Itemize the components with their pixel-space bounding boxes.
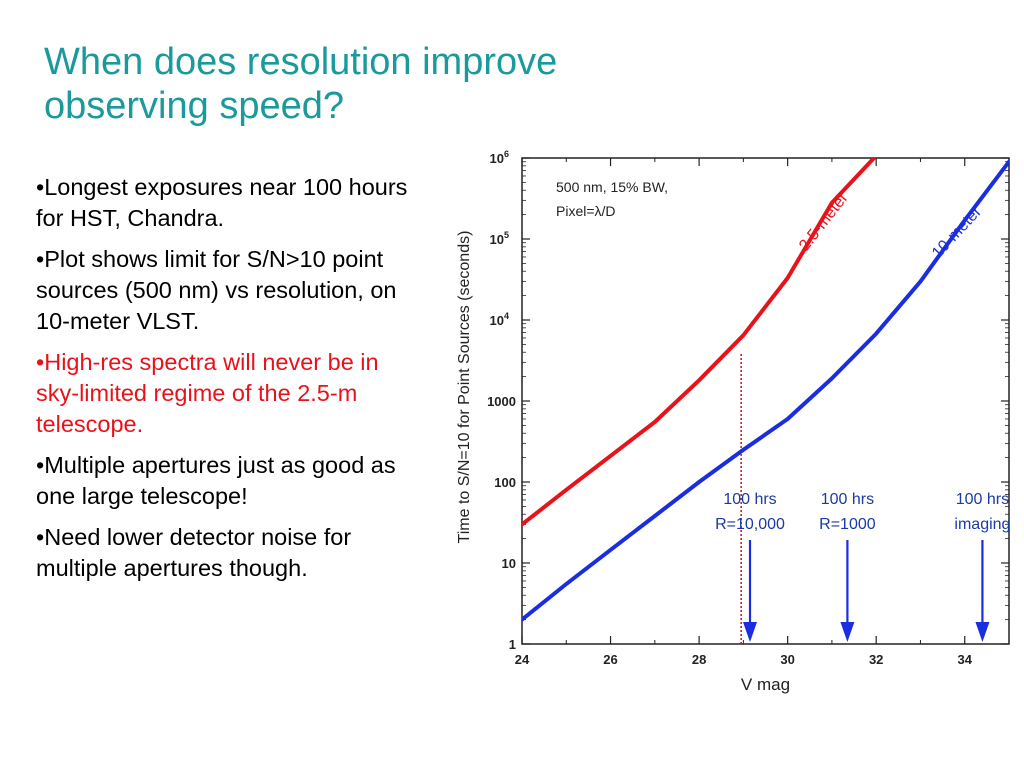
annotation-line-1: 100 hrs — [723, 491, 776, 508]
chart-note-line-1: 500 nm, 15% BW, — [556, 179, 668, 195]
x-tick-label: 34 — [957, 652, 972, 667]
bullet-item: •Need lower detector noise for multiple … — [36, 524, 352, 581]
y-tick-label: 10 — [502, 556, 516, 571]
y-tick-label: 1 — [509, 637, 516, 652]
annotation-arrow-head — [743, 622, 758, 642]
bullet-item: •Multiple apertures just as good as one … — [36, 452, 396, 509]
series-label-0: 2.5-meter — [796, 189, 852, 254]
y-tick-label: 104 — [490, 311, 509, 328]
y-tick-label: 100 — [494, 475, 516, 490]
chart-note-line-2: Pixel=λ/D — [556, 203, 616, 219]
x-tick-label: 32 — [869, 652, 883, 667]
chart-container: 24 26 28 30 32 34 1 10 100 1000 104 105 106 V mag Time… — [440, 148, 1020, 708]
series-line-0 — [522, 158, 876, 527]
annotation-arrow-head — [975, 622, 990, 642]
annotation-line-2: R=1000 — [819, 516, 876, 533]
slide-title-line-2: observing speed? — [44, 85, 344, 127]
series-label-1: 10-meter — [929, 203, 986, 262]
annotation-line-2: R=10,000 — [715, 516, 785, 533]
y-tick-label: 106 — [490, 149, 509, 166]
annotation-line-2: imaging — [954, 516, 1010, 533]
series-line-1 — [522, 159, 1009, 622]
slide-title-line-1: When does resolution improve — [44, 41, 558, 83]
bullet-item: •Plot shows limit for S/N>10 point sourc… — [36, 246, 397, 334]
x-tick-label: 26 — [603, 652, 617, 667]
x-tick-label: 30 — [780, 652, 794, 667]
y-tick-label: 1000 — [487, 394, 516, 409]
bullet-item: •Longest exposures near 100 hours for HS… — [36, 174, 408, 231]
annotation-line-1: 100 hrs — [821, 491, 874, 508]
y-tick-label: 105 — [490, 230, 509, 247]
annotation-line-1: 100 hrs — [956, 491, 1009, 508]
x-axis-label: V mag — [741, 675, 790, 694]
plot-frame — [521, 157, 1010, 645]
bullet-item-highlight: •High-res spectra will never be in sky-l… — [36, 349, 379, 437]
slide-title: When does resolution improve observing s… — [44, 40, 644, 128]
exposure-time-chart: 24 26 28 30 32 34 1 10 100 1000 104 105 106 V mag Time… — [456, 149, 1010, 694]
x-tick-label: 24 — [515, 652, 530, 667]
y-axis-label: Time to S/N=10 for Point Sources (second… — [456, 231, 473, 544]
bullet-list: •Longest exposures near 100 hours for HS… — [36, 172, 428, 594]
x-tick-label: 28 — [692, 652, 706, 667]
annotation-arrow-head — [840, 622, 855, 642]
